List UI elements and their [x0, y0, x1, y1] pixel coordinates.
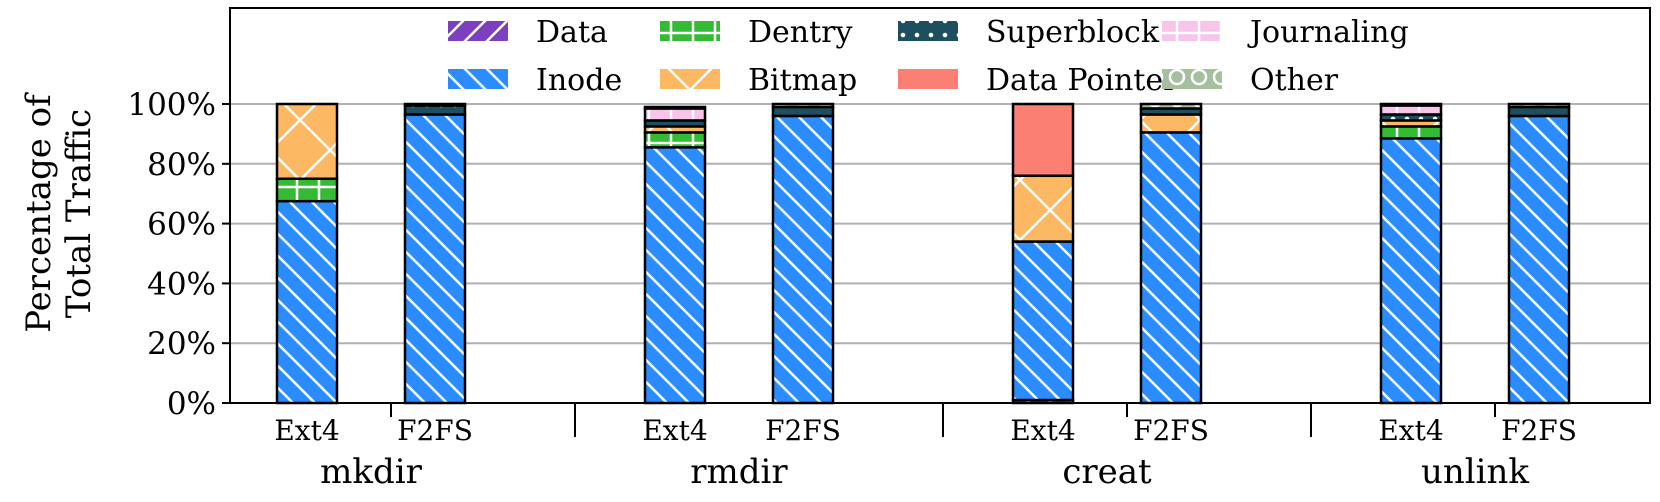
bar-segment-bitmap [1011, 174, 1075, 243]
legend-label-other: Other [1250, 63, 1339, 98]
legend-swatch-dentry [660, 21, 720, 41]
y-tick-label: 100% [127, 87, 216, 123]
group-label-mkdir: mkdir [320, 452, 422, 492]
y-axis-label: Percentage of Total Traffic [19, 92, 99, 333]
bar-segment-other [403, 102, 467, 107]
legend-item-dentry: Dentry [660, 15, 853, 50]
plot-frame [229, 7, 1651, 404]
group-label-creat: creat [1062, 452, 1152, 492]
bar-creat-ext4 [1011, 102, 1075, 405]
y-tick-label: 0% [167, 386, 216, 422]
bar-segment-other [1507, 102, 1571, 109]
bar-unlink-ext4 [1379, 102, 1443, 405]
bar-segment-dentry [275, 177, 339, 203]
legend-swatch-inode [448, 69, 508, 89]
bar-segment-superblock [1507, 105, 1571, 118]
bars [275, 102, 1571, 405]
y-tick-label: 20% [147, 326, 216, 362]
axes: 0% 20% 40% 60% 80% 100% Percentage of Total Tra… [19, 87, 1577, 492]
bar-segment-inode [275, 199, 339, 405]
bar-segment-inode [771, 114, 835, 405]
legend: Data Dentry Superblock Journaling Inode Bitma… [448, 15, 1409, 98]
bar-segment-bitmap [275, 102, 339, 180]
legend-swatch-superblock [898, 21, 958, 41]
legend-item-data: Data [448, 15, 608, 50]
y-tick-label: 40% [147, 266, 216, 302]
x-tick-label: F2FS [765, 414, 841, 447]
bar-segment-bitmap [1139, 113, 1203, 134]
bar-segment-inode [1507, 114, 1571, 405]
legend-swatch-journaling [1162, 21, 1222, 41]
legend-label-inode: Inode [536, 63, 622, 98]
bar-segment-data-pointer [1011, 102, 1075, 178]
bar-segment-other [643, 105, 707, 110]
bar-segment-inode [1139, 131, 1203, 405]
legend-item-other: Other [1162, 63, 1339, 98]
bar-creat-f2fs [1139, 102, 1203, 405]
x-tick-label: F2FS [1133, 414, 1209, 447]
legend-label-dentry: Dentry [748, 15, 853, 50]
legend-item-journaling: Journaling [1162, 15, 1409, 50]
x-tick-label: F2FS [1501, 414, 1577, 447]
legend-label-data-pointer: Data Pointer [986, 63, 1178, 98]
legend-swatch-data-pointer [898, 69, 958, 89]
bar-rmdir-ext4 [643, 105, 707, 405]
legend-label-bitmap: Bitmap [748, 63, 857, 98]
bar-segment-dentry [643, 131, 707, 149]
group-label-unlink: unlink [1421, 452, 1529, 492]
y-tick-label: 80% [147, 147, 216, 183]
legend-swatch-other [1162, 69, 1222, 89]
y-axis-label-line: Total Traffic [59, 109, 99, 318]
bar-segment-dentry [1379, 125, 1443, 140]
legend-item-superblock: Superblock [898, 15, 1160, 50]
x-tick-label: Ext4 [274, 414, 339, 447]
bar-segment-other [1379, 102, 1443, 107]
legend-label-journaling: Journaling [1247, 15, 1409, 50]
group-label-rmdir: rmdir [690, 452, 788, 492]
legend-swatch-data [448, 21, 508, 41]
x-tick-label: F2FS [397, 414, 473, 447]
y-axis-label-line: Percentage of [19, 92, 59, 333]
legend-item-bitmap: Bitmap [660, 63, 857, 98]
bar-segment-journaling [643, 107, 707, 122]
bar-rmdir-f2fs [771, 102, 835, 405]
bar-unlink-f2fs [1507, 102, 1571, 405]
bar-segment-inode [1011, 240, 1075, 402]
bar-mkdir-f2fs [403, 102, 467, 405]
bar-segment-other [1139, 102, 1203, 110]
legend-item-inode: Inode [448, 63, 622, 98]
legend-swatch-bitmap [660, 69, 720, 89]
bar-segment-inode [1379, 137, 1443, 405]
legend-item-data-pointer: Data Pointer [898, 63, 1178, 98]
bar-segment-inode [403, 113, 467, 405]
legend-label-data: Data [536, 15, 608, 50]
bar-mkdir-ext4 [275, 102, 339, 405]
x-tick-label: Ext4 [1010, 414, 1075, 447]
x-tick-label: Ext4 [1378, 414, 1443, 447]
y-tick-label: 60% [147, 207, 216, 243]
bar-segment-superblock [403, 104, 467, 116]
bar-segment-inode [643, 146, 707, 405]
bar-segment-journaling [1379, 104, 1443, 116]
legend-label-superblock: Superblock [986, 15, 1160, 50]
bar-segment-superblock [771, 105, 835, 118]
x-tick-label: Ext4 [642, 414, 707, 447]
bar-segment-other [771, 102, 835, 109]
